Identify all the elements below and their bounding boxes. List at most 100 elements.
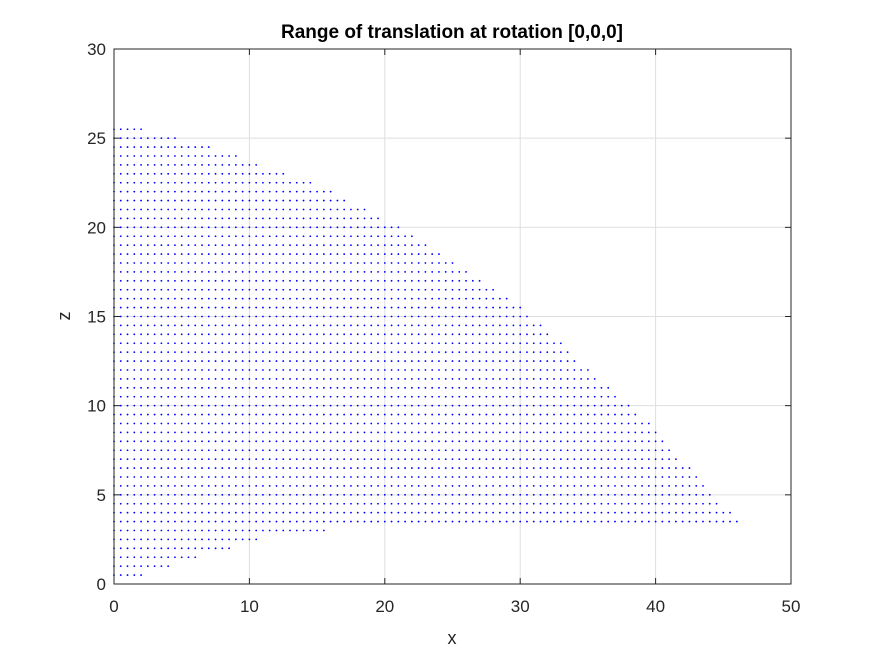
data-point — [641, 458, 643, 461]
data-point — [153, 208, 156, 211]
data-point — [377, 449, 379, 452]
data-point — [498, 342, 501, 345]
data-point — [160, 146, 163, 148]
data-point — [526, 369, 528, 371]
data-point — [248, 217, 251, 220]
data-point — [458, 413, 461, 416]
data-point — [465, 342, 467, 345]
data-point — [390, 511, 393, 514]
data-point — [370, 288, 373, 291]
data-point — [214, 226, 217, 229]
data-point — [553, 467, 555, 469]
data-point — [532, 395, 535, 398]
data-point — [174, 538, 176, 541]
data-point — [187, 342, 190, 345]
data-point — [302, 262, 305, 264]
data-point — [708, 502, 711, 505]
data-point — [167, 164, 170, 166]
data-point — [532, 351, 535, 354]
data-point — [241, 351, 244, 354]
data-point — [167, 467, 170, 469]
data-point — [438, 520, 440, 523]
data-point — [234, 181, 237, 184]
data-point — [248, 360, 251, 362]
data-point — [309, 253, 312, 255]
data-point — [309, 306, 312, 309]
data-point — [485, 485, 488, 487]
data-point — [356, 413, 359, 416]
data-point — [587, 413, 589, 416]
data-point — [255, 404, 258, 407]
data-point — [641, 422, 643, 425]
data-point — [289, 190, 291, 193]
data-point — [478, 449, 481, 452]
data-point — [275, 306, 278, 309]
data-point — [228, 431, 230, 434]
data-point — [167, 422, 170, 425]
data-point — [221, 155, 224, 157]
data-point — [234, 262, 237, 264]
data-point — [512, 342, 515, 345]
data-point — [329, 386, 332, 389]
data-point — [634, 493, 637, 496]
data-point — [505, 458, 508, 461]
data-point — [174, 244, 176, 247]
data-point — [343, 422, 346, 425]
data-point — [268, 369, 271, 371]
data-point — [654, 502, 657, 505]
data-point — [438, 342, 440, 345]
data-point — [248, 458, 251, 461]
data-point — [329, 235, 332, 238]
data-point — [350, 493, 352, 496]
data-point — [289, 271, 291, 273]
data-point — [356, 315, 359, 318]
data-point — [275, 449, 278, 452]
data-point — [146, 467, 149, 469]
data-point — [262, 288, 264, 291]
data-point — [532, 485, 535, 487]
data-point — [126, 226, 129, 229]
data-point — [140, 529, 142, 532]
data-point — [309, 288, 312, 291]
data-point — [194, 333, 197, 336]
data-point — [377, 386, 379, 389]
data-point — [241, 181, 244, 184]
data-point — [356, 342, 359, 345]
data-point — [140, 538, 142, 541]
data-point — [681, 476, 684, 478]
data-point — [268, 440, 271, 443]
data-point — [187, 262, 190, 264]
data-point — [167, 556, 170, 559]
data-point — [383, 395, 386, 398]
data-point — [174, 404, 176, 407]
data-point — [289, 342, 291, 345]
data-point — [262, 395, 264, 398]
data-point — [451, 342, 454, 345]
data-point — [295, 190, 298, 193]
data-point — [309, 395, 312, 398]
data-point — [322, 360, 325, 362]
data-point — [397, 440, 400, 443]
data-point — [573, 422, 576, 425]
data-point — [505, 449, 508, 452]
data-point — [485, 306, 488, 309]
data-point — [180, 413, 183, 416]
data-point — [397, 467, 400, 469]
data-point — [370, 520, 373, 523]
data-point — [262, 262, 264, 264]
data-point — [614, 404, 616, 407]
data-point — [146, 288, 149, 291]
data-point — [451, 333, 454, 336]
data-point — [119, 235, 122, 238]
data-point — [153, 556, 156, 559]
data-point — [140, 395, 142, 398]
data-point — [221, 369, 224, 371]
data-point — [465, 493, 467, 496]
data-point — [356, 271, 359, 273]
data-point — [241, 440, 244, 443]
data-point — [262, 467, 264, 469]
data-point — [343, 297, 346, 300]
data-point — [465, 431, 467, 434]
data-point — [119, 226, 122, 229]
data-point — [268, 502, 271, 505]
